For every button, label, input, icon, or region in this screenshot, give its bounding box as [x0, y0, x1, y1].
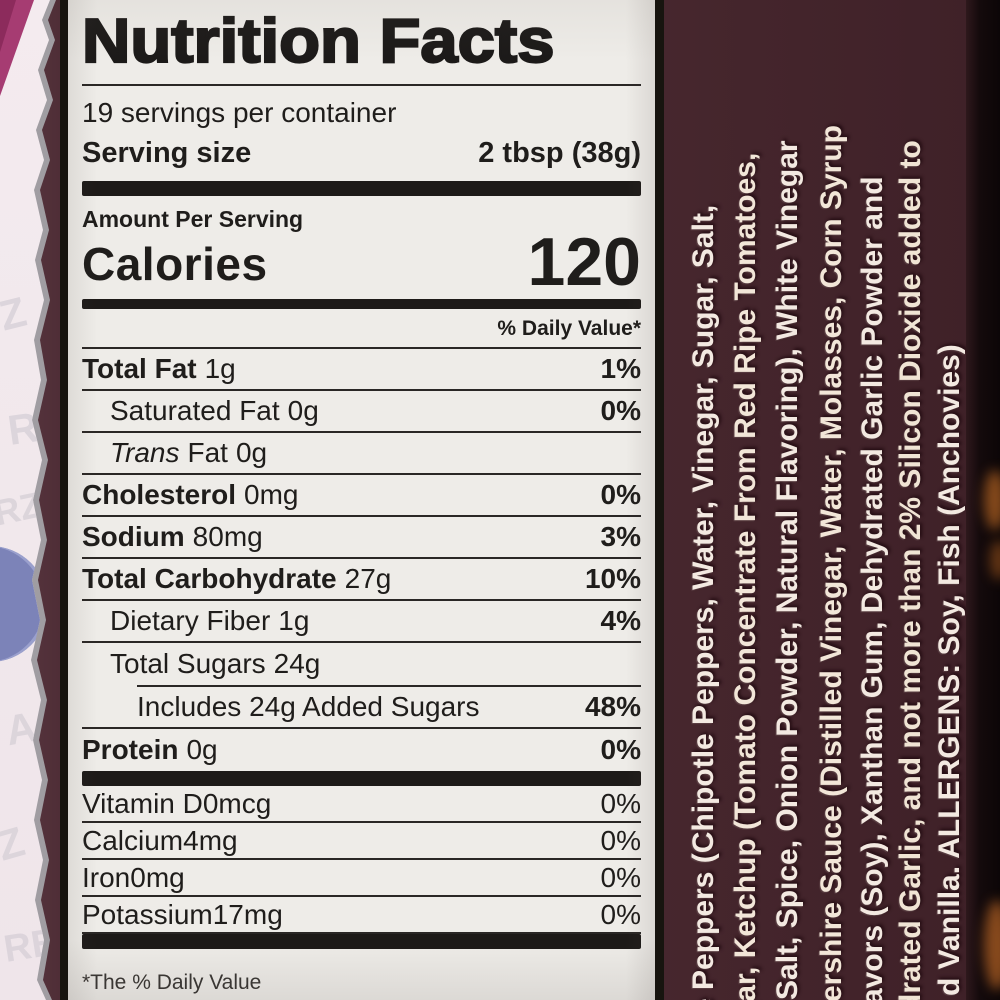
nutrient-name-italic: Trans	[110, 437, 180, 468]
nutrient-row-saturated-fat: Saturated Fat 0g 0%	[82, 391, 641, 433]
watermark-letter: Z	[0, 817, 30, 870]
calories-row: Calories 120	[82, 224, 641, 300]
nutrient-name: Sodium	[82, 521, 185, 552]
nutrient-daily-value: 0%	[600, 824, 641, 856]
calories-value: 120	[527, 224, 641, 300]
daily-value-header: % Daily Value*	[82, 309, 641, 349]
nutrient-row-total-carbohydrate: Total Carbohydrate 27g 10%	[82, 559, 641, 601]
nutrient-name: Total Carbohydrate	[82, 563, 337, 594]
nutrient-daily-value: 0%	[600, 861, 641, 893]
divider-line	[82, 84, 641, 86]
calories-label: Calories	[82, 238, 268, 290]
nutrient-row-cholesterol: Cholesterol 0mg 0%	[82, 475, 641, 517]
nutrition-facts-panel: Nutrition Facts 19 servings per containe…	[60, 0, 664, 1000]
ingredients-line: drated Garlic, and not more than 2% Sili…	[894, 140, 927, 1000]
nutrient-row-trans-fat: Trans Fat 0g	[82, 433, 641, 475]
daily-value-footnote: *The % Daily Value	[82, 971, 262, 994]
nutrient-row-dietary-fiber: Dietary Fiber 1g 4%	[82, 601, 641, 643]
ingredients-line: tershire Sauce (Distilled Vinegar, Water…	[815, 125, 848, 1000]
nutrient-name: Includes 24g Added Sugars	[137, 691, 480, 722]
ingredients-allergens-line: d Vanilla. ALLERGENS: Soy, Fish (Anchovi…	[933, 344, 966, 996]
nutrient-amount: 0mg	[130, 861, 185, 893]
light-glint	[984, 470, 1000, 530]
servings-per-container: 19 servings per container	[82, 97, 397, 128]
nutrient-row-protein: Protein 0g 0%	[82, 729, 641, 771]
nutrient-daily-value: 48%	[584, 691, 641, 722]
micronutrient-row-iron: Iron 0mg 0%	[82, 860, 641, 897]
medium-divider-bar	[82, 299, 641, 309]
nutrient-row-sodium: Sodium 80mg 3%	[82, 517, 641, 559]
nutrient-daily-value: 0%	[600, 734, 641, 765]
ingredients-line: avors (Soy), Xanthan Gum, Dehydrated Gar…	[856, 176, 889, 1000]
bottle-edge-shadow	[966, 0, 1000, 1000]
nutrient-amount: 0g	[235, 437, 268, 468]
micronutrient-row-calcium: Calcium 4mg 0%	[82, 823, 641, 860]
nutrient-amount: 0mcg	[202, 787, 272, 819]
nutrient-amount: 1g	[278, 605, 310, 636]
nutrient-name: Calcium	[82, 824, 184, 856]
nutrient-daily-value: 1%	[600, 353, 641, 384]
nutrient-row-added-sugars: Includes 24g Added Sugars 48%	[82, 687, 641, 729]
nutrient-amount: 0g	[287, 395, 319, 426]
micronutrient-row-potassium: Potassium 17mg 0%	[82, 897, 641, 934]
nutrient-amount: 80mg	[192, 521, 263, 552]
nutrient-name: Vitamin D	[82, 787, 203, 819]
nutrient-amount: 24g	[273, 648, 321, 679]
nutrient-amount: 4mg	[183, 824, 238, 856]
nutrient-daily-value: 0%	[600, 479, 641, 510]
thick-divider-bar	[82, 181, 641, 196]
light-glint	[990, 540, 1000, 580]
nutrient-daily-value: 0%	[600, 787, 641, 819]
watermark-letter: Z	[0, 287, 31, 340]
serving-size-value: 2 tbsp (38g)	[478, 137, 641, 169]
serving-size-row: Serving size 2 tbsp (38g)	[82, 133, 641, 173]
ingredients-panel: e Peppers (Chipotle Peppers, Water, Vine…	[665, 0, 972, 1000]
micronutrient-row-vitamin-d: Vitamin D 0mcg 0%	[82, 786, 641, 823]
nutrient-name: Cholesterol	[82, 479, 237, 510]
nutrient-amount: 0g	[186, 734, 218, 765]
nutrient-amount: 17mg	[212, 898, 283, 930]
nutrient-daily-value: 10%	[584, 563, 641, 594]
magenta-ribbon-decoration-dark	[0, 0, 16, 52]
nutrient-name: Protein	[82, 734, 179, 765]
ingredients-line: gar, Ketchup (Tomato Concentrate From Re…	[729, 152, 762, 1000]
nutrient-amount: 27g	[344, 563, 392, 594]
nutrient-row-total-fat: Total Fat 1g 1%	[82, 349, 641, 391]
light-glint	[984, 900, 1000, 990]
nutrient-daily-value: 0%	[600, 898, 641, 930]
nutrient-daily-value: 3%	[600, 521, 641, 552]
watermark-letter: A	[2, 702, 41, 755]
nutrient-row-total-sugars: Total Sugars 24g	[82, 643, 641, 685]
nutrient-name: Dietary Fiber	[110, 605, 271, 636]
nutrient-daily-value: 0%	[600, 395, 641, 426]
thick-divider-bar	[82, 934, 641, 949]
nutrient-name: Total Fat	[82, 353, 197, 384]
indented-divider-line	[137, 685, 641, 687]
nutrient-name: Iron	[82, 861, 131, 893]
nutrient-name: Potassium	[82, 898, 213, 930]
nutrient-name: Fat	[187, 437, 228, 468]
nutrition-facts-title: Nutrition Facts	[81, 6, 556, 77]
nutrient-amount: 1g	[204, 353, 236, 384]
amount-per-serving-label: Amount Per Serving	[82, 206, 304, 232]
ingredients-line: Salt, Spice, Onion Powder, Natural Flavo…	[771, 140, 804, 1000]
ingredients-line: e Peppers (Chipotle Peppers, Water, Vine…	[687, 204, 720, 1000]
nutrient-amount: 0mg	[244, 479, 299, 510]
thick-divider-bar	[82, 771, 641, 786]
nutrient-name: Saturated Fat	[110, 395, 280, 426]
nutrient-name: Total Sugars	[110, 648, 266, 679]
nutrient-daily-value: 4%	[600, 605, 641, 636]
serving-size-label: Serving size	[82, 137, 252, 169]
